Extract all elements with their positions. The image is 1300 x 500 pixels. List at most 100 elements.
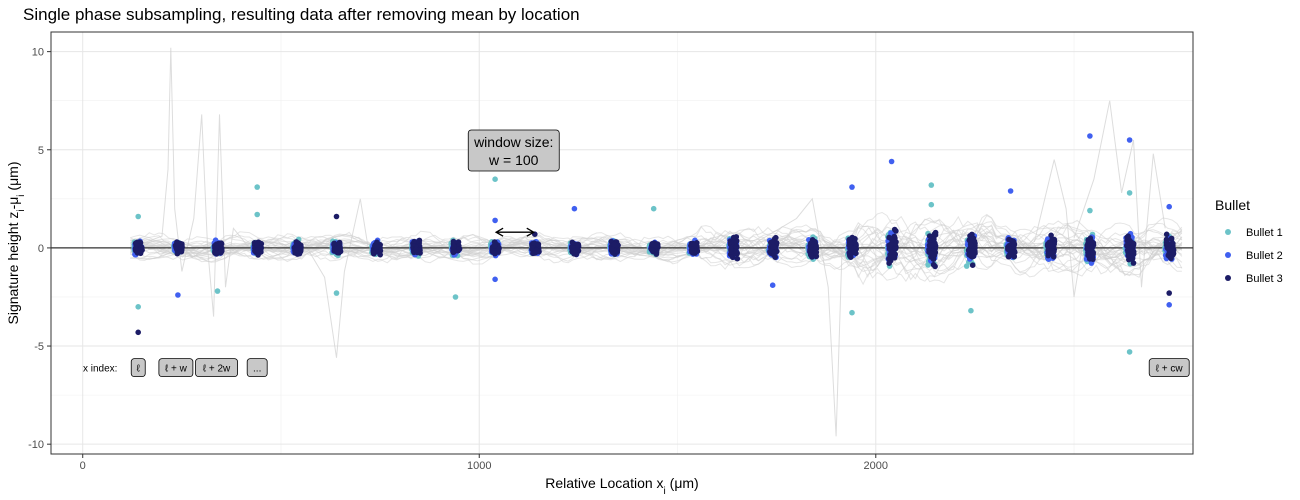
x-index-box (1148, 358, 1190, 378)
y-tick-label: 0 (38, 243, 44, 255)
data-point-bullet-1 (492, 176, 498, 182)
data-point (531, 240, 538, 246)
data-point (813, 243, 819, 249)
data-point-bullet-2 (492, 217, 498, 224)
y-tick-label: 10 (32, 47, 44, 59)
data-point (1047, 250, 1053, 256)
data-point (892, 245, 899, 252)
x-index-box-label: ℓ (137, 364, 141, 375)
data-point (532, 250, 538, 256)
signature-trace-spike (130, 47, 250, 317)
data-point (370, 249, 377, 256)
window-size-label-line2: w = 100 (488, 152, 539, 168)
data-point (1130, 260, 1137, 266)
data-point (649, 247, 656, 254)
x-index-box-label: ... (253, 364, 261, 375)
data-point (1165, 241, 1172, 247)
data-point (1047, 242, 1053, 249)
data-point (1163, 231, 1170, 238)
data-point-bullet-1 (650, 205, 657, 212)
legend-key-bullet-3 (1225, 275, 1231, 281)
panel-border (50, 31, 1194, 455)
x-index-box-label: ℓ + 2w (203, 364, 231, 375)
data-point (1128, 245, 1134, 252)
data-point (373, 244, 380, 250)
data-point-bullet-2 (1087, 133, 1093, 139)
data-point (653, 251, 660, 257)
data-point (733, 248, 739, 254)
legend-key-bullet-2 (1225, 252, 1231, 258)
data-point-bullet-2 (492, 276, 498, 283)
x-tick-label: 1000 (467, 460, 491, 472)
window-arrowhead-left (494, 227, 504, 237)
chart-title: Single phase subsampling, resulting data… (23, 5, 580, 24)
data-point-bullet-3 (333, 213, 340, 220)
data-point-bullet-1 (928, 182, 935, 188)
signature-trace-spike (304, 198, 369, 358)
data-point (255, 247, 261, 254)
data-point (1168, 235, 1175, 242)
data-point (930, 261, 937, 268)
data-point-bullet-1 (1087, 207, 1093, 214)
legend-label-bullet-3: Bullet 3 (1246, 273, 1283, 285)
data-point-bullet-1 (452, 294, 459, 300)
legend-label-bullet-1: Bullet 1 (1246, 227, 1283, 239)
data-point-bullet-2 (571, 205, 578, 212)
window-size-box (467, 129, 560, 172)
data-point-bullet-1 (254, 184, 260, 190)
data-point (295, 240, 301, 246)
data-point-bullet-1 (928, 201, 935, 208)
data-point (297, 245, 304, 252)
data-point (889, 237, 895, 244)
data-point-bullet-2 (849, 184, 855, 190)
data-point (377, 251, 384, 258)
x-tick-label: 2000 (864, 460, 888, 472)
data-point (135, 248, 142, 254)
data-point (374, 239, 380, 246)
data-point (1089, 244, 1096, 251)
data-point-bullet-1 (968, 307, 974, 314)
data-point (967, 241, 974, 248)
data-point (1127, 238, 1133, 244)
data-point-bullet-1 (333, 290, 340, 296)
data-point (336, 240, 343, 247)
data-point (1090, 251, 1096, 257)
data-point (1088, 238, 1094, 245)
signature-trace (129, 214, 1183, 279)
signature-trace-spike (1033, 159, 1083, 298)
y-axis-title: Signature height zi-μi (μm) (5, 161, 27, 324)
data-point (926, 233, 933, 239)
data-point (808, 252, 814, 258)
data-point (496, 246, 502, 252)
x-tick-label: 0 (80, 460, 86, 472)
data-point (573, 247, 580, 253)
data-point (887, 241, 894, 248)
data-point (333, 246, 339, 252)
data-point-bullet-1 (214, 288, 221, 294)
data-point (1125, 252, 1132, 259)
window-clusters (131, 226, 1177, 270)
data-point (728, 246, 734, 253)
legend-label-bullet-2: Bullet 2 (1246, 250, 1283, 262)
data-point (930, 251, 936, 258)
data-point (853, 241, 859, 247)
data-point (931, 236, 937, 242)
data-point-bullet-3 (1166, 290, 1172, 296)
y-tick-label: -5 (34, 341, 44, 353)
data-point (1166, 246, 1172, 253)
data-point (733, 234, 740, 240)
data-point (772, 254, 778, 260)
data-point (846, 251, 853, 258)
plot-panel: window size: w = 100 x index: ℓ ℓ + w ℓ + 2w.… (50, 31, 1194, 455)
x-index-box (246, 358, 268, 378)
data-point (734, 255, 741, 262)
data-point (691, 242, 698, 249)
data-point (456, 246, 463, 252)
data-point (1011, 242, 1017, 248)
data-point (219, 248, 225, 254)
data-point (611, 241, 618, 248)
data-point (173, 245, 180, 252)
data-point-bullet-3 (135, 329, 141, 336)
data-point (451, 243, 457, 250)
